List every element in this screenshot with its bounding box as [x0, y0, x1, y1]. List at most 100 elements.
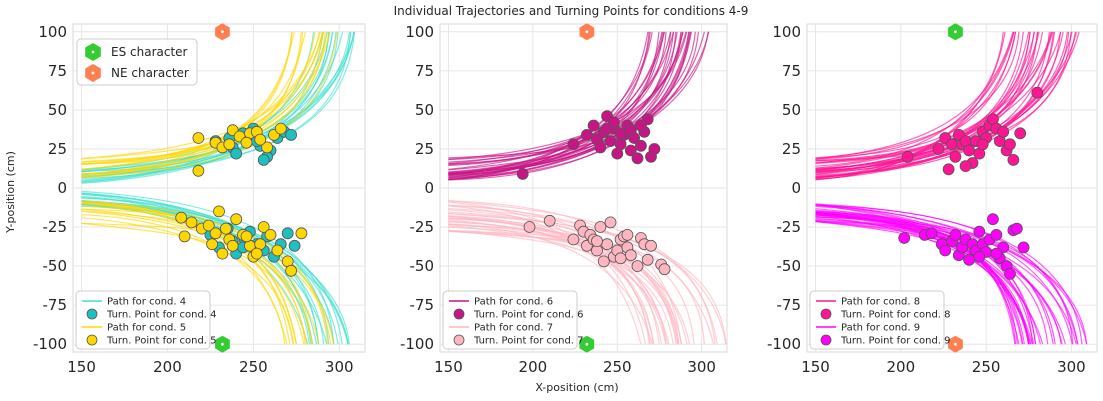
- x-tick-label: 200: [887, 358, 916, 376]
- turning-point: [976, 138, 989, 151]
- ne-character-marker-center: [221, 30, 224, 34]
- turning-point: [621, 228, 634, 241]
- turning-points: [898, 86, 1044, 280]
- path-legend: Path for cond. 4 Turn. Point for cond. 4 P…: [75, 290, 217, 350]
- turning-point: [597, 255, 610, 268]
- turning-point: [1010, 222, 1023, 235]
- y-tick-label: 25: [415, 140, 434, 158]
- y-tick-label: 0: [424, 179, 434, 197]
- y-tick-label: 50: [48, 101, 67, 119]
- turning-point: [594, 221, 607, 233]
- trajectory-path: [81, 202, 297, 345]
- y-tick-label: 0: [57, 179, 67, 197]
- y-tick-labels: 100 75 50 25 0 -25 -50 -75 -100: [400, 23, 434, 353]
- x-tick-label: 250: [603, 358, 632, 376]
- turning-point: [209, 227, 222, 240]
- y-tick-label: -50: [410, 257, 435, 275]
- turning-point: [987, 213, 999, 226]
- x-tick-label: 250: [972, 358, 1001, 376]
- turning-point: [901, 150, 914, 163]
- turning-point: [1007, 153, 1020, 166]
- y-tick-label: 25: [782, 140, 801, 158]
- path-legend-frame: [809, 290, 945, 350]
- legend-label: Path for cond. 5: [107, 323, 186, 334]
- turning-point: [257, 221, 270, 233]
- y-tick-label: 100: [772, 23, 801, 41]
- turning-point: [645, 239, 657, 252]
- y-tick-label: 100: [405, 23, 434, 41]
- turning-point: [257, 153, 270, 166]
- legend-point-swatch: [86, 334, 98, 346]
- turning-point: [1004, 138, 1016, 151]
- turning-point: [963, 144, 975, 157]
- x-axis-label: X-position (cm): [535, 381, 618, 394]
- x-tick-labels: 150 200 250 300: [67, 358, 353, 376]
- path-legend-frame: [75, 290, 211, 350]
- trajectory-path: [448, 201, 646, 345]
- turning-point: [250, 247, 263, 260]
- turning-points: [516, 110, 671, 276]
- turning-point: [1014, 127, 1027, 140]
- trajectory-path: [815, 31, 1076, 174]
- x-tick-label: 200: [153, 358, 182, 376]
- turning-point: [516, 167, 529, 180]
- x-tick-labels: 150 200 250 300: [434, 358, 716, 376]
- turning-point: [925, 227, 938, 240]
- turning-point: [261, 141, 274, 154]
- y-tick-label: 25: [48, 140, 67, 158]
- turning-point: [949, 228, 962, 241]
- turning-point: [648, 143, 661, 155]
- turning-point: [990, 247, 1003, 260]
- turning-point: [281, 227, 294, 240]
- legend-label: Turn. Point for cond. 7: [473, 336, 584, 347]
- x-tick-label: 300: [687, 358, 716, 376]
- turning-point: [624, 124, 637, 137]
- x-tick-label: 300: [1057, 358, 1086, 376]
- y-tick-label: -75: [777, 296, 802, 314]
- turning-point: [1017, 241, 1030, 254]
- y-tick-labels: 100 75 50 25 0 -25 -50 -75 -100: [767, 23, 801, 353]
- character-legend-frame: [76, 38, 198, 86]
- es-character-marker-center: [221, 342, 224, 346]
- turning-point: [942, 163, 955, 176]
- turning-point: [604, 216, 617, 229]
- turning-point: [219, 222, 232, 235]
- turning-point: [624, 249, 637, 262]
- y-tick-label: 75: [415, 62, 434, 80]
- turning-point: [274, 122, 287, 135]
- y-tick-label: -75: [43, 296, 68, 314]
- y-tick-label: 75: [782, 62, 801, 80]
- path-legend-frame: [442, 290, 578, 350]
- turning-point: [1004, 267, 1016, 280]
- turning-point: [591, 235, 603, 248]
- turning-point: [581, 128, 593, 141]
- character-legend: ES character NE character: [76, 38, 198, 86]
- panel-middle: 150 200 250 3001007550250-25-50-75-100Path …: [400, 23, 728, 376]
- turning-point: [608, 116, 620, 129]
- turning-point: [226, 239, 239, 252]
- y-tick-label: -25: [410, 218, 435, 236]
- turning-point: [271, 244, 284, 257]
- turning-point: [230, 147, 243, 160]
- turning-point: [295, 227, 308, 240]
- turning-point: [658, 263, 671, 276]
- turning-point: [631, 152, 644, 165]
- trajectory-path: [815, 31, 1052, 171]
- legend-label: Turn. Point for cond. 4: [106, 310, 217, 321]
- legend-label: Path for cond. 7: [474, 323, 553, 334]
- turning-point: [543, 214, 556, 227]
- turning-point: [1031, 86, 1044, 99]
- turning-point: [523, 221, 536, 233]
- turning-point: [240, 136, 253, 149]
- trajectory-path: [815, 31, 1020, 159]
- x-tick-label: 200: [519, 358, 548, 376]
- ne-character-marker: [579, 23, 595, 41]
- legend-label: Turn. Point for cond. 9: [840, 336, 951, 347]
- x-tick-label: 150: [434, 358, 463, 376]
- turning-point: [932, 143, 945, 155]
- character-legend-label: ES character: [111, 45, 188, 59]
- turning-point: [185, 216, 198, 229]
- legend-label: Path for cond. 4: [107, 297, 186, 308]
- turning-points: [175, 122, 308, 277]
